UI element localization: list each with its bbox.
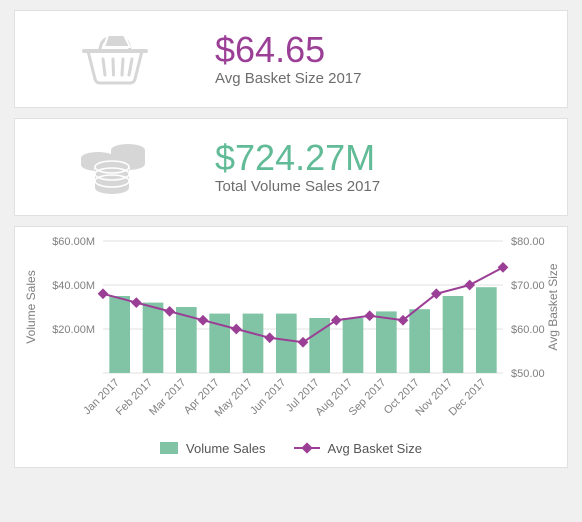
- svg-text:Mar 2017: Mar 2017: [147, 377, 188, 418]
- svg-text:$20.00M: $20.00M: [52, 324, 95, 336]
- svg-text:$60.00M: $60.00M: [52, 236, 95, 248]
- svg-text:Avg Basket Size: Avg Basket Size: [546, 263, 560, 350]
- legend-label-basket: Avg Basket Size: [328, 441, 422, 456]
- svg-text:$40.00M: $40.00M: [52, 280, 95, 292]
- kpi-volume-label: Total Volume Sales 2017: [215, 178, 380, 195]
- chart-card: $20.00M $40.00M $60.00M $50.00 $60.00 $70.00 $…: [14, 226, 568, 468]
- svg-text:$80.00: $80.00: [511, 236, 545, 248]
- kpi-basket-value: $64.65: [215, 31, 361, 69]
- legend-swatch-line: [294, 444, 320, 452]
- svg-text:$70.00: $70.00: [511, 280, 545, 292]
- kpi-card-volume: $724.27M Total Volume Sales 2017: [14, 118, 568, 216]
- basket-icon: [15, 31, 215, 87]
- kpi-basket-label: Avg Basket Size 2017: [215, 70, 361, 87]
- dashboard: $64.65 Avg Basket Size 2017: [0, 0, 582, 492]
- svg-text:Sep 2017: Sep 2017: [347, 377, 389, 419]
- svg-text:Dec 2017: Dec 2017: [447, 377, 489, 419]
- legend-label-volume: Volume Sales: [186, 441, 266, 456]
- legend-item-volume: Volume Sales: [160, 441, 266, 456]
- svg-text:$50.00: $50.00: [511, 368, 545, 380]
- kpi-volume-value: $724.27M: [215, 139, 380, 177]
- coins-icon: [15, 136, 215, 198]
- kpi-card-basket: $64.65 Avg Basket Size 2017: [14, 10, 568, 108]
- legend-item-basket: Avg Basket Size: [294, 441, 422, 456]
- svg-text:Volume Sales: Volume Sales: [24, 270, 38, 343]
- legend-swatch-bar: [160, 442, 178, 454]
- svg-text:Jun 2017: Jun 2017: [248, 377, 288, 417]
- svg-text:$60.00: $60.00: [511, 324, 545, 336]
- chart-legend: Volume Sales Avg Basket Size: [15, 429, 567, 467]
- combo-chart: $20.00M $40.00M $60.00M $50.00 $60.00 $70.00 $…: [15, 227, 567, 427]
